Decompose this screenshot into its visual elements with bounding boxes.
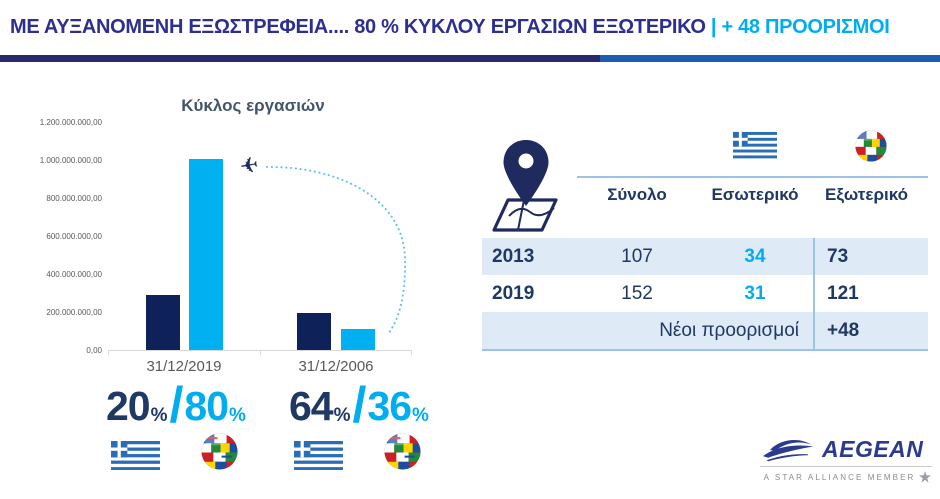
table-header-row: Σύνολο Εσωτερικό Εξωτερικό	[482, 176, 928, 212]
y-tick-label: 1.200.000.000,00	[39, 118, 102, 127]
domestic-percent-2019: 20	[106, 383, 151, 430]
ratio-2006-numbers: 64%/36%	[289, 377, 459, 433]
airplane-icon: ✈	[238, 151, 261, 180]
y-axis: 1.200.000.000,00 1.000.000.000,00 800.000.…	[28, 118, 102, 363]
aegean-logo-top: AEGEAN	[760, 436, 935, 463]
external-percent-2019: 80	[184, 383, 229, 430]
slash-separator: /	[352, 377, 367, 433]
total-cell: 107	[621, 245, 653, 267]
total-cell: 152	[621, 282, 653, 304]
map-pin-icon	[488, 138, 562, 234]
divider-dark-segment	[0, 55, 600, 62]
year-cell: 2013	[492, 245, 535, 267]
star-alliance-tagline: A STAR ALLIANCE MEMBER	[763, 472, 916, 482]
new-destinations-value: +48	[813, 312, 928, 349]
external-cell: 121	[813, 275, 928, 312]
x-axis-tick	[260, 350, 261, 355]
logo-divider	[760, 466, 932, 467]
external-percent-2006: 36	[367, 383, 412, 430]
table-row-2013: 2013 107 34 73	[482, 238, 928, 275]
ratio-2019: 20%/80%	[106, 377, 276, 470]
destinations-table: Σύνολο Εσωτερικό Εξωτερικό 2013 107 34 7…	[482, 130, 928, 351]
x-axis-label-2006: 31/12/2006	[298, 358, 374, 375]
aegean-bird-icon	[763, 439, 814, 461]
y-tick-label: 800.000.000,00	[46, 194, 102, 203]
brand-name: AEGEAN	[822, 436, 924, 462]
y-tick-label: 200.000.000,00	[46, 308, 102, 317]
ratio-2019-flags	[106, 433, 276, 470]
aegean-logo: AEGEAN A STAR ALLIANCE MEMBER	[760, 436, 935, 483]
ratio-2006: 64%/36%	[289, 377, 459, 470]
greek-flag-icon	[697, 130, 813, 176]
ratio-2019-numbers: 20%/80%	[106, 377, 276, 433]
y-tick-label: 600.000.000,00	[46, 232, 102, 241]
new-destinations-label: Νέοι προορισμοί	[659, 319, 799, 341]
percent-sign: %	[412, 404, 429, 426]
bar-domestic-2019	[146, 295, 180, 350]
turnover-bar-chart: Κύκλος εργασιών 1.200.000.000,00 1.000.00…	[28, 90, 453, 390]
domestic-percent-2006: 64	[289, 383, 334, 430]
header-total: Σύνολο	[577, 176, 697, 212]
domestic-cell: 34	[744, 245, 766, 267]
table-row-2019: 2019 152 31 121	[482, 275, 928, 312]
ratio-2006-flags	[289, 433, 459, 470]
table-flags-row	[482, 130, 928, 176]
star-alliance-icon	[919, 471, 932, 483]
page-title-accent: | + 48 ΠΡΟΟΡΙΣΜΟΙ	[710, 16, 890, 38]
external-cell: 73	[813, 238, 928, 275]
flags-globe-icon	[201, 433, 238, 470]
header-external: Εξωτερικό	[813, 176, 928, 212]
flags-globe-icon	[813, 130, 928, 176]
bar-domestic-2006	[297, 313, 331, 350]
percent-sign: %	[229, 404, 246, 426]
table-footer-row: Νέοι προορισμοί +48	[482, 312, 928, 349]
page-title: ΜΕ ΑΥΞΑΝΟΜΕΝΗ ΕΞΩΣΤΡΕΦΕΙΑ.... 80 % ΚΥΚΛΟ…	[10, 16, 930, 39]
title-divider	[0, 55, 940, 62]
x-axis-label-2019: 31/12/2019	[146, 358, 222, 375]
y-tick-label: 1.000.000.000,00	[39, 156, 102, 165]
x-axis-tick	[108, 350, 109, 355]
table-body: 2013 107 34 73 2019 152 31 121 Νέοι προο…	[482, 238, 928, 351]
slash-separator: /	[169, 377, 184, 433]
greek-flag-icon	[111, 441, 160, 470]
flags-globe-icon	[384, 433, 421, 470]
percent-sign: %	[150, 404, 168, 426]
domestic-cell: 31	[744, 282, 766, 304]
percent-sign: %	[333, 404, 351, 426]
chart-title: Κύκλος εργασιών	[181, 96, 325, 115]
header-domestic: Εσωτερικό	[697, 176, 813, 212]
page-title-main: ΜΕ ΑΥΞΑΝΟΜΕΝΗ ΕΞΩΣΤΡΕΦΕΙΑ.... 80 % ΚΥΚΛΟ…	[10, 16, 711, 38]
chart-plot-area	[108, 123, 412, 355]
x-axis-tick	[411, 350, 412, 355]
tagline-row: A STAR ALLIANCE MEMBER	[760, 471, 935, 483]
greek-flag-icon	[294, 441, 343, 470]
y-tick-label: 0,00	[86, 346, 102, 355]
bar-external-2019	[189, 159, 223, 350]
bar-external-2006	[341, 329, 375, 350]
year-cell: 2019	[492, 282, 535, 304]
y-tick-label: 400.000.000,00	[46, 270, 102, 279]
divider-blue-segment	[600, 55, 940, 62]
empty-cell	[577, 130, 697, 176]
